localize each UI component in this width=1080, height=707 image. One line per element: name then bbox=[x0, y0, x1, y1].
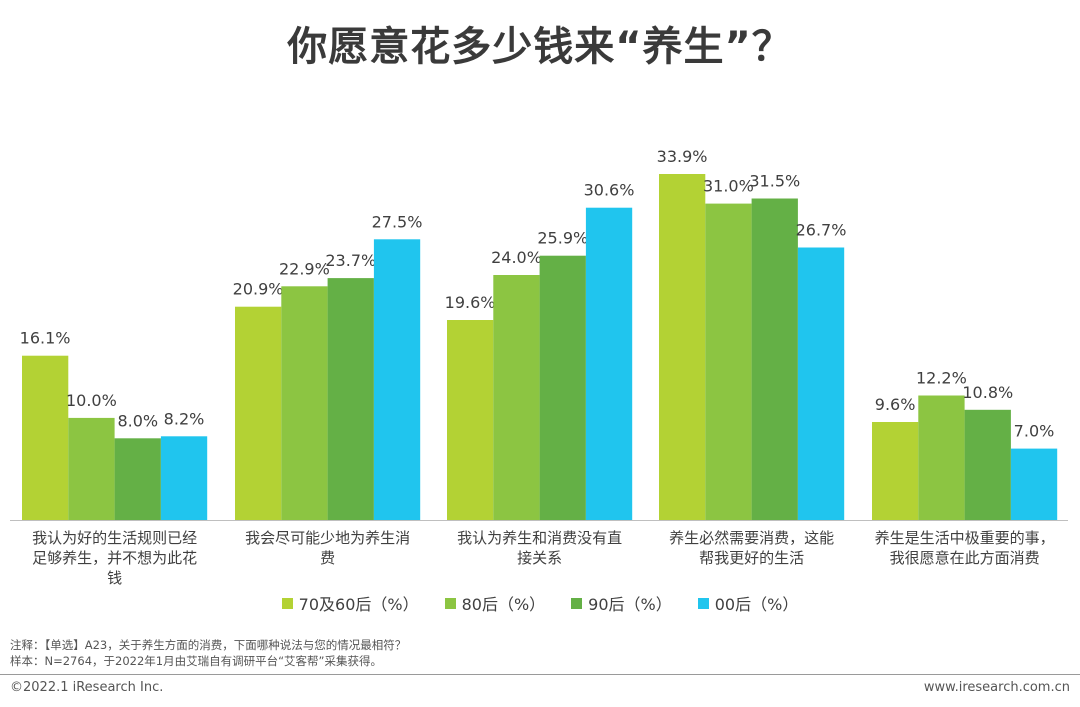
bar-s0-c1 bbox=[235, 306, 282, 520]
footer-copyright: ©2022.1 iResearch Inc. bbox=[10, 680, 164, 695]
bar-s1-c0 bbox=[68, 417, 115, 520]
data-label-s3-c1: 27.5% bbox=[372, 212, 423, 231]
category-label-c2-line0: 我认为养生和消费没有直 bbox=[457, 529, 622, 547]
bar-s1-c2 bbox=[493, 275, 540, 520]
footer-website: www.iresearch.com.cn bbox=[923, 680, 1070, 695]
bar-s2-c2 bbox=[539, 255, 586, 520]
category-label-c1-line0: 我会尽可能少地为养生消 bbox=[245, 529, 410, 547]
legend-swatch-00 bbox=[697, 597, 709, 609]
bar-s3-c3 bbox=[797, 247, 845, 520]
data-label-s2-c1: 23.7% bbox=[325, 251, 376, 270]
data-label-s0-c4: 9.6% bbox=[875, 395, 916, 414]
data-label-s2-c4: 10.8% bbox=[962, 383, 1013, 402]
note-sample: 样本：N=2764，于2022年1月由艾瑞自有调研平台“艾客帮”采集获得。 bbox=[10, 654, 383, 668]
category-label-c4-line1: 我很愿意在此方面消费 bbox=[890, 549, 1040, 567]
legend-item-80: 80后（%） bbox=[444, 591, 546, 615]
legend-label-80: 80后（%） bbox=[461, 595, 546, 614]
category-label-c0-line2: 钱 bbox=[107, 569, 122, 587]
category-label-c3-line0: 养生必然需要消费，这能 bbox=[669, 529, 834, 547]
data-label-s1-c4: 12.2% bbox=[916, 369, 967, 388]
data-label-s2-c3: 31.5% bbox=[749, 172, 800, 191]
bar-s2-c0 bbox=[114, 438, 161, 520]
category-label-c3-line1: 帮我更好的生活 bbox=[699, 549, 804, 567]
bar-s1-c4 bbox=[918, 395, 965, 520]
category-label-c0-line0: 我认为好的生活规则已经 bbox=[32, 529, 197, 547]
chart-title: 你愿意花多少钱来“养生”？ bbox=[287, 24, 793, 70]
bar-s0-c0 bbox=[22, 355, 69, 520]
data-label-s1-c2: 24.0% bbox=[491, 248, 542, 267]
legend-item-00: 00后（%） bbox=[697, 591, 799, 615]
data-label-s1-c0: 10.0% bbox=[66, 391, 117, 410]
bar-s3-c2 bbox=[585, 207, 633, 520]
category-label-c0-line1: 足够养生，并不想为此花 bbox=[32, 549, 197, 567]
category-label-c4-line0: 养生是生活中极重要的事， bbox=[875, 529, 1055, 547]
chart-legend: 70及60后（%） 80后（%） 90后（%） 00后（%） bbox=[0, 591, 1080, 615]
data-label-s3-c0: 8.2% bbox=[164, 409, 205, 428]
category-label-c2-line1: 接关系 bbox=[517, 549, 562, 567]
legend-label-90: 90后（%） bbox=[588, 595, 672, 614]
legend-swatch-90 bbox=[571, 597, 583, 609]
data-label-s3-c3: 26.7% bbox=[796, 221, 847, 240]
data-label-s1-c1: 22.9% bbox=[279, 259, 330, 278]
bar-s0-c3 bbox=[659, 174, 706, 520]
bar-chart: 16.1% 20.9% 19.6% 33.9% 9.6% 10.0% 22.9% 24.0% 3… bbox=[10, 147, 1068, 587]
bar-s1-c1 bbox=[281, 286, 328, 520]
data-label-s0-c0: 16.1% bbox=[20, 329, 71, 348]
legend-item-90: 90后（%） bbox=[571, 591, 672, 615]
category-label-c1-line1: 费 bbox=[320, 549, 335, 567]
legend-item-70-60: 70及60后（%） bbox=[281, 591, 419, 615]
legend-label-00: 00后（%） bbox=[714, 595, 799, 614]
legend-swatch-80 bbox=[444, 597, 456, 609]
legend-swatch-70-60 bbox=[281, 597, 293, 609]
data-label-s3-c2: 30.6% bbox=[584, 181, 635, 200]
bar-s1-c3 bbox=[705, 203, 752, 520]
data-label-s2-c2: 25.9% bbox=[537, 229, 588, 248]
bar-s3-c0 bbox=[160, 436, 208, 520]
legend-label-70-60: 70及60后（%） bbox=[298, 595, 419, 614]
bar-s2-c3 bbox=[751, 198, 798, 520]
data-label-s1-c3: 31.0% bbox=[703, 177, 754, 196]
data-label-s3-c4: 7.0% bbox=[1014, 422, 1055, 441]
bar-s3-c1 bbox=[373, 239, 421, 521]
bar-s2-c1 bbox=[327, 278, 374, 520]
footer-divider bbox=[0, 674, 1080, 675]
bar-s3-c4 bbox=[1010, 448, 1058, 520]
bar-s0-c4 bbox=[872, 422, 919, 520]
bar-s0-c2 bbox=[447, 320, 494, 520]
data-label-s0-c2: 19.6% bbox=[445, 293, 496, 312]
data-label-s0-c3: 33.9% bbox=[657, 147, 708, 166]
data-label-s2-c0: 8.0% bbox=[117, 411, 158, 430]
bar-s2-c4 bbox=[964, 409, 1011, 520]
note-question: 注释：【单选】A23，关于养生方面的消费，下面哪种说法与您的情况最相符？ bbox=[10, 638, 407, 652]
data-label-s0-c1: 20.9% bbox=[233, 280, 284, 299]
